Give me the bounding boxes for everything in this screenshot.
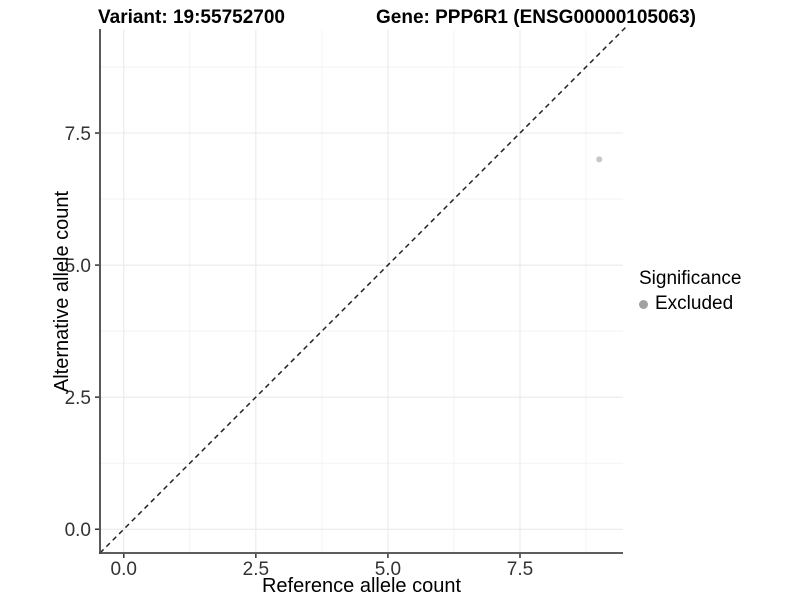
- legend-entry-label: Excluded: [655, 293, 734, 314]
- y-tick-label: 5.0: [65, 256, 91, 277]
- legend-point-swatch: [639, 299, 648, 309]
- data-point: [596, 156, 603, 163]
- legend: Significance Excluded: [639, 267, 741, 315]
- legend-entry-excluded: Excluded: [639, 293, 741, 315]
- y-tick-label: 2.5: [65, 388, 91, 409]
- legend-title: Significance: [639, 268, 742, 289]
- plot-title-gene: Gene: PPP6R1 (ENSG00000105063): [376, 7, 697, 28]
- y-axis-title: Alternative allele count: [51, 190, 73, 393]
- x-tick-label: 7.5: [507, 559, 533, 580]
- plot-title-variant: Variant: 19:55752700: [98, 7, 285, 28]
- x-tick-label: 0.0: [111, 559, 137, 580]
- x-tick-label: 5.0: [375, 559, 401, 580]
- y-tick-label: 7.5: [65, 124, 91, 145]
- x-axis-title: Reference allele count: [261, 575, 461, 597]
- identity-reference-line: [99, 24, 629, 554]
- y-tick-label: 0.0: [65, 520, 91, 541]
- x-tick-label: 2.5: [243, 559, 269, 580]
